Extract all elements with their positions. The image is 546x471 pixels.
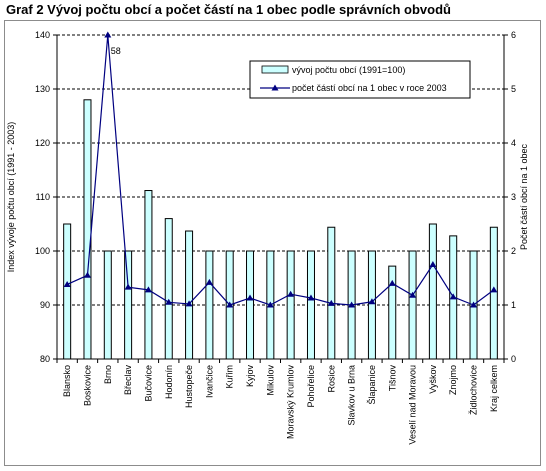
category-label: Ivančice — [204, 365, 214, 398]
line-point — [104, 31, 112, 38]
y-tick-label: 140 — [35, 30, 50, 40]
legend-swatch-marker — [271, 84, 279, 91]
chart-title: Graf 2 Vývoj počtu obcí a počet částí na… — [6, 2, 451, 17]
line-point — [287, 290, 295, 297]
category-label: Brno — [103, 365, 113, 384]
line-point — [165, 298, 173, 305]
category-label: Pohořelice — [306, 365, 316, 408]
data-label-annotation: 58 — [111, 46, 121, 56]
bar — [408, 250, 417, 360]
category-label: Veselí nad Moravou — [408, 365, 418, 445]
category-label: Bučovice — [143, 365, 153, 402]
category-label: Boskovice — [82, 365, 92, 406]
y2-tick-label: 6 — [511, 30, 516, 40]
line-point — [226, 301, 234, 308]
y-tick-label: 130 — [35, 84, 50, 94]
y-tick-label: 100 — [35, 246, 50, 256]
bar — [164, 218, 173, 360]
line-point — [327, 299, 335, 306]
category-label: Kuřim — [225, 365, 235, 389]
line-point — [307, 294, 315, 301]
y-tick-label: 90 — [40, 300, 50, 310]
legend-swatch-bars — [261, 65, 289, 74]
category-label: Hodonín — [164, 365, 174, 399]
category-label: Moravský Krumlov — [286, 365, 296, 440]
line-point — [185, 300, 193, 307]
bar — [286, 250, 295, 360]
line-series — [63, 31, 498, 308]
line-point — [368, 298, 376, 305]
bar-series — [63, 99, 498, 360]
line-point — [124, 283, 132, 290]
bar — [63, 223, 72, 360]
category-label: Vyškov — [428, 365, 438, 394]
category-label: Rosice — [326, 365, 336, 393]
series-line — [66, 34, 495, 306]
line-point — [409, 291, 417, 298]
line-point — [470, 301, 478, 308]
legend-label-bars: vývoj počtu obcí (1991=100) — [292, 65, 405, 75]
bar — [124, 250, 133, 360]
category-label: Kyjov — [245, 365, 255, 388]
y2-tick-label: 2 — [511, 246, 516, 256]
legend-label-line: počet částí obcí na 1 obec v roce 2003 — [292, 83, 447, 93]
category-label: Břeclav — [123, 365, 133, 396]
category-label: Blansko — [62, 365, 72, 397]
line-point — [348, 301, 356, 308]
left-axis-ticks: 80 90 100 110 120 130 140 — [35, 30, 57, 364]
bar — [144, 190, 153, 360]
line-point — [144, 286, 152, 293]
bar — [83, 99, 92, 360]
category-label: Znojmo — [448, 365, 458, 395]
y-tick-label: 80 — [40, 354, 50, 364]
bar — [246, 250, 255, 360]
bar — [185, 230, 194, 360]
legend: vývoj počtu obcí (1991=100) počet částí … — [249, 60, 471, 99]
y2-tick-label: 0 — [511, 354, 516, 364]
y-tick-label: 110 — [36, 192, 50, 202]
category-label: Mikulov — [265, 365, 275, 396]
line-point — [266, 301, 274, 308]
line-point — [490, 286, 498, 293]
bar — [489, 226, 498, 360]
bar — [306, 250, 315, 360]
category-label: Kraj celkem — [489, 365, 499, 412]
category-labels: Blansko Boskovice Brno Břeclav Bučovice Hodon… — [62, 365, 499, 445]
category-label: Šlapanice — [367, 365, 377, 405]
y2-tick-label: 5 — [511, 84, 516, 94]
line-point — [83, 271, 91, 278]
category-label: Tišnov — [387, 365, 397, 392]
y-axis-label: Index vývoje počtu obcí (1991 - 2003) — [6, 122, 16, 273]
line-point — [388, 279, 396, 286]
bar — [103, 250, 112, 360]
line-point — [205, 278, 213, 285]
y2-tick-label: 4 — [511, 138, 516, 148]
y2-tick-label: 3 — [511, 192, 516, 202]
line-point — [246, 294, 254, 301]
y2-tick-label: 1 — [511, 300, 516, 310]
y2-axis-label: Počet částí obcí na 1 obec — [519, 143, 529, 250]
category-label: Hustopeče — [184, 365, 194, 408]
bar — [428, 223, 437, 360]
y-tick-label: 120 — [35, 138, 50, 148]
category-label: Slavkov u Brna — [347, 365, 357, 426]
bar — [205, 250, 214, 360]
line-point — [63, 280, 71, 287]
category-label: Židlochovice — [469, 365, 479, 415]
bar — [367, 250, 376, 360]
line-point — [449, 293, 457, 300]
bar — [327, 226, 336, 360]
line-point — [429, 261, 437, 267]
right-axis-ticks: 0 1 2 3 4 5 6 — [504, 30, 516, 364]
